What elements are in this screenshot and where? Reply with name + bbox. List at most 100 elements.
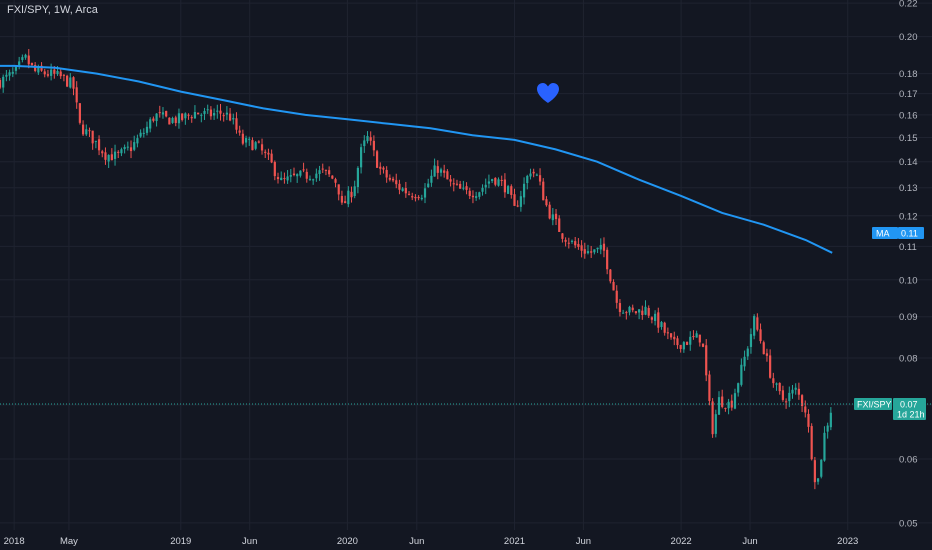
candle-body: [18, 61, 21, 66]
candle-body: [641, 310, 644, 316]
candle-body: [21, 57, 24, 60]
candle-body: [452, 183, 455, 185]
candle-body: [174, 117, 177, 123]
candle-body: [647, 307, 650, 316]
candle-body: [292, 173, 296, 175]
candle-body: [561, 233, 564, 239]
candle-body: [353, 186, 356, 196]
candle-body: [117, 151, 120, 153]
candle-body: [133, 142, 136, 150]
candle-body: [733, 393, 737, 409]
candle-body: [120, 149, 123, 154]
candle-body: [228, 113, 232, 121]
candle-body: [679, 344, 682, 349]
candle-body: [299, 170, 302, 176]
candle-body: [372, 140, 375, 151]
x-tick-label: Jun: [242, 536, 257, 547]
y-tick-label: 0.18: [899, 69, 918, 80]
candle-body: [433, 165, 436, 177]
y-tick-label: 0.05: [899, 518, 918, 529]
candle-body: [232, 118, 235, 120]
candle-body: [538, 175, 542, 182]
candle-body: [462, 187, 465, 189]
candle-body: [213, 113, 216, 116]
candle-body: [324, 169, 328, 171]
candle-body: [101, 151, 104, 154]
candles: [0, 49, 832, 490]
time-axis[interactable]: 2018 May 2019 Jun 2020 Jun 2021 Jun 2022 Jun 2023: [4, 536, 859, 547]
candle-body: [289, 175, 292, 177]
candle-body: [596, 247, 599, 250]
price-axis[interactable]: 0.22 0.20 0.18 0.17 0.16 0.15 0.14 0.13 0.12 0.11…: [899, 0, 918, 529]
candle-body: [500, 179, 503, 181]
moving-average-line: [0, 64, 833, 254]
candle-body: [529, 173, 532, 177]
candle-body: [11, 71, 14, 74]
candle-body: [727, 401, 730, 409]
x-tick-label: 2020: [337, 536, 358, 547]
price-tag: FXI/SPY 0.07 1d 21h: [854, 398, 926, 420]
candle-body: [50, 69, 53, 76]
candle-body: [459, 183, 462, 189]
candle-body: [184, 113, 187, 119]
x-tick-label: May: [60, 536, 78, 547]
candle-body: [286, 176, 289, 181]
candle-body: [302, 169, 305, 171]
candle-body: [625, 312, 628, 314]
candle-body: [56, 70, 59, 75]
candle-body: [165, 110, 168, 117]
y-tick-label: 0.14: [899, 157, 918, 168]
candle-body: [34, 64, 37, 71]
candle-body: [203, 110, 206, 114]
candle-body: [334, 179, 337, 183]
candle-body: [2, 76, 5, 88]
candle-body: [788, 392, 791, 402]
candle-body: [443, 170, 446, 173]
candle-body: [171, 118, 174, 123]
candle-body: [145, 126, 149, 133]
candle-body: [248, 138, 251, 140]
candle-body: [315, 173, 318, 179]
candle-body: [526, 175, 529, 184]
candle-body: [5, 74, 8, 77]
candle-body: [762, 342, 765, 355]
candle-body: [826, 425, 829, 432]
candle-body: [264, 151, 267, 153]
candle-body: [136, 138, 139, 144]
candle-body: [181, 113, 184, 120]
candle-body: [66, 75, 69, 87]
symbol-legend[interactable]: FXI/SPY, 1W, Arca: [7, 4, 98, 16]
candle-body: [423, 188, 427, 198]
y-tick-label: 0.10: [899, 275, 918, 286]
heart-icon[interactable]: [537, 83, 559, 103]
candle-body: [382, 167, 385, 170]
candle-body: [139, 132, 142, 137]
candle-body: [436, 166, 439, 173]
candle-body: [813, 460, 816, 483]
candle-body: [510, 186, 513, 195]
candle-body: [765, 353, 769, 356]
candle-body: [388, 177, 391, 180]
candle-body: [260, 144, 264, 151]
candle-body: [225, 112, 228, 115]
candle-body: [669, 333, 673, 338]
candle-body: [14, 65, 18, 71]
candle-body: [267, 152, 270, 155]
candle-body: [749, 334, 753, 347]
candle-body: [216, 110, 219, 112]
candle-body: [682, 342, 685, 350]
candle-body: [494, 177, 497, 185]
candle-body: [449, 179, 452, 182]
candle-body: [746, 348, 749, 357]
candle-body: [759, 329, 762, 342]
candle-body: [545, 199, 548, 206]
candle-body: [270, 153, 273, 163]
candle-body: [46, 74, 50, 76]
candle-body: [168, 117, 171, 125]
candle-body: [200, 114, 203, 116]
candle-body: [548, 204, 551, 219]
candle-body: [554, 213, 558, 220]
candle-body: [685, 342, 689, 345]
candle-body: [778, 382, 781, 392]
